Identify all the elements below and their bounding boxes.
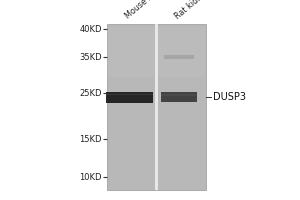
Bar bbox=[106, 92, 153, 102]
Bar bbox=[161, 94, 197, 96]
Bar bbox=[161, 92, 197, 102]
Text: 10KD: 10KD bbox=[80, 172, 102, 182]
Text: DUSP3: DUSP3 bbox=[213, 92, 246, 102]
Text: 35KD: 35KD bbox=[80, 52, 102, 62]
Bar bbox=[106, 94, 153, 95]
Text: 40KD: 40KD bbox=[80, 24, 102, 33]
Bar bbox=[106, 27, 206, 77]
Text: Rat kidney: Rat kidney bbox=[173, 0, 212, 21]
Bar bbox=[106, 24, 206, 190]
Bar bbox=[155, 24, 158, 190]
Text: 15KD: 15KD bbox=[80, 134, 102, 144]
Bar bbox=[164, 55, 194, 59]
Text: 25KD: 25KD bbox=[80, 88, 102, 98]
Text: Mouse stomach: Mouse stomach bbox=[124, 0, 178, 21]
